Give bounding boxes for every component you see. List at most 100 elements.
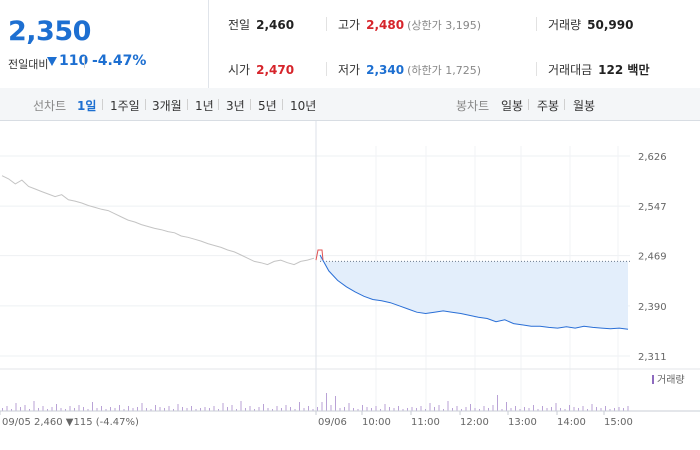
volume-bar [114,408,116,411]
volume-bar [587,409,588,411]
volume-bar [78,405,80,411]
volume-bar [285,405,287,411]
volume-bar [222,403,224,411]
volume-bar [510,408,512,411]
volume-bar [245,408,246,411]
volume: 거래량 50,990 [548,18,634,32]
divider [102,99,103,110]
volume-bar [443,409,444,411]
x-tick-label: 09/06 [318,417,347,428]
volume-bar [290,407,291,411]
price-panel: 2,350 전일대비 110 -4.47% [0,0,209,88]
volume-bar [384,404,386,411]
volume-bar [614,408,615,411]
volume-bar [51,407,53,411]
volume-bar [519,409,521,411]
volume-bar [524,407,525,411]
volume-bar [474,408,476,411]
volume-legend-label: 거래량 [657,374,685,386]
tab-weekly[interactable]: 주봉 [537,99,560,113]
volume-bar [627,406,629,411]
price-chart: 2,626 2,547 2,469 2,390 2,311 거래량 09/06 10:00 11… [0,121,700,450]
volume-bar [200,408,201,411]
volume-bar [2,408,3,411]
divider [326,62,327,76]
volume-bar [375,406,377,411]
volume-bar [236,409,237,411]
volume-bar [92,402,93,411]
volume-bar [33,401,35,411]
tab-3y[interactable]: 3년 [226,99,245,113]
volume-bar [555,403,557,411]
divider [536,62,537,76]
volume-bar [47,409,48,411]
volume-bar [173,409,174,411]
down-arrow-icon [47,57,57,66]
y-tick-label: 2,469 [638,252,667,263]
volume-bar [515,406,516,411]
volume-bar [6,406,8,411]
volume-bar [240,401,242,411]
tab-10y[interactable]: 10년 [290,99,317,113]
volume-bar [164,408,165,411]
volume-bar [42,406,44,411]
volume-bar [528,408,530,411]
volume-bar [357,409,359,411]
volume-bar [123,409,125,411]
volume-bar [65,409,66,411]
volume-bar [132,408,134,411]
volume-bar [11,409,12,411]
change-amount: 110 [59,53,89,69]
volume-bar [492,405,494,411]
volume-bar [353,408,354,411]
volume-bar [380,409,381,411]
volume-bar [546,408,548,411]
tab-1y[interactable]: 1년 [195,99,214,113]
volume-bar [483,406,485,411]
volume-bar [276,406,278,411]
volume-bar [168,406,170,411]
volume-bar [407,408,408,411]
volume-bar [56,404,57,411]
volume-bar [551,407,552,411]
volume-bar [506,402,507,411]
volume-bar [596,407,597,411]
volume-bar [231,405,233,411]
tab-1d[interactable]: 1일 [77,99,97,113]
volume-bar [609,409,611,411]
volume-bar [542,406,543,411]
volume-bar [110,407,111,411]
x-tick-label: 10:00 [362,417,391,428]
volume-bar [155,405,156,411]
volume-bar [312,409,314,411]
volume-bar [344,407,345,411]
volume-bar [456,406,458,411]
volume-bar [560,408,561,411]
volume-bar [146,408,147,411]
x-tick-label: 11:00 [411,417,440,428]
tab-3m[interactable]: 3개월 [152,99,182,113]
candle-chart-label: 봉차트 [456,99,490,113]
stats-panel: 전일 2,460 고가 2,480 (상한가 3,195) 거래량 50,990 시가 2… [208,0,700,88]
volume-bar [20,407,21,411]
divider [218,99,219,110]
volume-bar [15,403,17,411]
y-tick-label: 2,390 [638,302,667,313]
divider [187,99,188,110]
chart-tab-bar: 선차트 1일 1주일 3개월 1년 3년 5년 10년 봉차트 일봉 주봉 월봉 [0,88,700,121]
volume-bar [150,409,152,411]
tab-5y[interactable]: 5년 [258,99,277,113]
volume-legend-swatch [652,375,654,384]
volume-bar [434,407,435,411]
trade-value: 거래대금 122 백만 [548,63,650,77]
tab-daily[interactable]: 일봉 [501,99,524,113]
divider [536,17,537,31]
tab-1w[interactable]: 1주일 [110,99,140,113]
y-tick-label: 2,547 [638,202,667,213]
x-tick-label: 13:00 [508,417,537,428]
line-chart-label: 선차트 [33,99,67,113]
tab-monthly[interactable]: 월봉 [573,99,596,113]
volume-bar [470,404,471,411]
volume-bar [321,402,323,411]
volume-bar [569,405,570,411]
